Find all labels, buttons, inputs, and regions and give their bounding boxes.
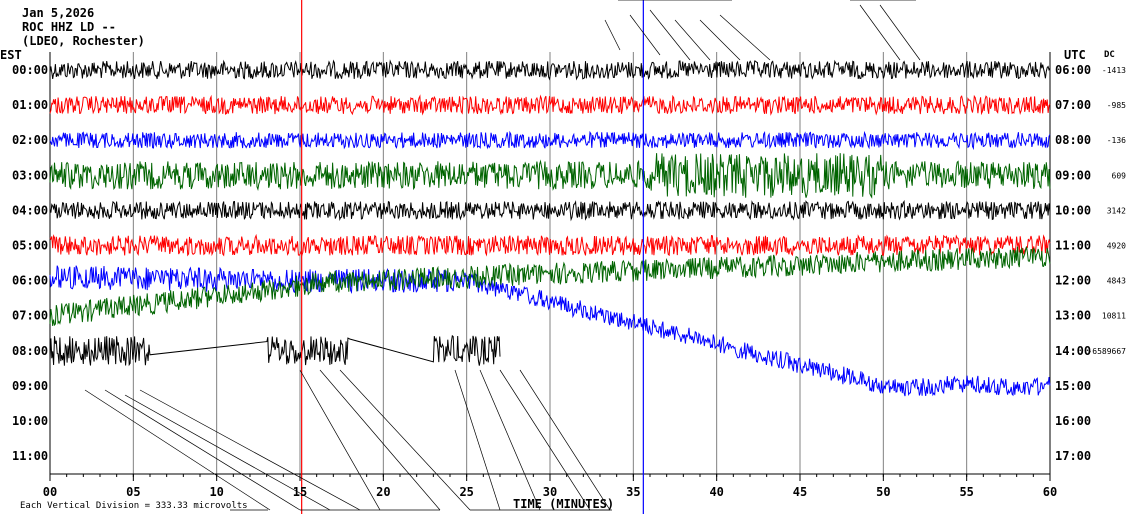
utc-tick-label: 09:00	[1055, 168, 1091, 182]
est-tick-label: 01:00	[12, 98, 48, 112]
leader-line	[299, 369, 381, 511]
trace-row	[49, 94, 1051, 116]
dc-offset-label: -985	[1107, 101, 1126, 110]
utc-tick-label: 10:00	[1055, 203, 1091, 217]
trace-row	[49, 265, 1051, 397]
trace-layer	[49, 59, 1051, 397]
leader-line	[499, 369, 591, 511]
x-tick-label: 10	[209, 485, 223, 499]
right-axis-label: UTC	[1064, 48, 1086, 62]
left-axis-label: EST	[0, 48, 22, 62]
header-date: Jan 5,2026	[22, 6, 94, 20]
utc-tick-label: 07:00	[1055, 98, 1091, 112]
x-tick-label: 30	[543, 485, 557, 499]
utc-tick-label: 12:00	[1055, 274, 1091, 288]
x-tick-label: 25	[459, 485, 473, 499]
dc-offset-label: 609	[1112, 171, 1127, 180]
est-tick-label: 08:00	[12, 344, 48, 358]
leader-line	[604, 19, 621, 51]
est-tick-label: 06:00	[12, 274, 48, 288]
x-tick-label: 45	[793, 485, 807, 499]
leader-line	[629, 14, 661, 56]
leader-line	[124, 394, 331, 511]
x-tick-label: 00	[43, 485, 57, 499]
est-tick-label: 03:00	[12, 168, 48, 182]
trace-row	[49, 199, 1051, 222]
leader-lines	[84, 0, 921, 511]
utc-tick-label: 17:00	[1055, 449, 1091, 463]
header-network: (LDEO, Rochester)	[22, 34, 145, 48]
utc-tick-label: 15:00	[1055, 379, 1091, 393]
leader-line	[649, 9, 691, 61]
est-tick-label: 07:00	[12, 309, 48, 323]
trace-row	[49, 246, 1051, 327]
dc-offset-label: 3142	[1107, 206, 1126, 215]
scale-note: Each Vertical Division = 333.33 microvol…	[20, 501, 248, 511]
leader-line	[859, 4, 901, 61]
leader-line	[479, 369, 541, 511]
dc-offset-label: 10811	[1102, 312, 1126, 321]
x-tick-label: 15	[293, 485, 307, 499]
time-markers	[301, 0, 644, 514]
leader-line	[139, 389, 361, 511]
dc-offset-label: -6589667	[1087, 347, 1126, 356]
x-tick-label: 40	[709, 485, 723, 499]
dc-offset-label: -1413	[1102, 66, 1126, 75]
trace-row	[49, 59, 1051, 81]
x-tick-label: 20	[376, 485, 390, 499]
header-station: ROC HHZ LD --	[22, 20, 116, 34]
x-tick-label: 50	[876, 485, 890, 499]
leader-line	[519, 369, 611, 511]
leader-line	[319, 369, 441, 511]
leader-line	[674, 19, 711, 61]
trace-row	[49, 233, 1051, 257]
leader-line	[84, 389, 271, 511]
x-tick-label: 60	[1043, 485, 1057, 499]
leader-line	[454, 369, 501, 511]
leader-line	[879, 4, 921, 61]
dc-label: DC	[1104, 50, 1115, 60]
dc-offset-label: 4843	[1107, 277, 1126, 286]
utc-tick-label: 13:00	[1055, 309, 1091, 323]
leader-line	[699, 19, 741, 61]
utc-tick-label: 06:00	[1055, 63, 1091, 77]
trace-row	[49, 334, 501, 367]
dc-offset-label: 4920	[1107, 242, 1126, 251]
leader-line	[104, 389, 301, 511]
x-axis-title: TIME (MINUTES)	[513, 497, 614, 511]
trace-row	[49, 130, 1051, 151]
leader-line	[719, 14, 771, 61]
trace-row	[49, 153, 1051, 199]
x-tick-label: 35	[626, 485, 640, 499]
x-tick-label: 05	[126, 485, 140, 499]
est-tick-label: 02:00	[12, 133, 48, 147]
utc-tick-label: 11:00	[1055, 239, 1091, 253]
est-tick-label: 09:00	[12, 379, 48, 393]
utc-tick-label: 16:00	[1055, 414, 1091, 428]
dc-offset-label: -136	[1107, 136, 1126, 145]
utc-tick-label: 08:00	[1055, 133, 1091, 147]
utc-tick-label: 14:00	[1055, 344, 1091, 358]
est-tick-label: 11:00	[12, 449, 48, 463]
est-tick-label: 00:00	[12, 63, 48, 77]
est-tick-label: 05:00	[12, 239, 48, 253]
axis-labels: 00:00 06:00 -1413 01:00 07:00 -985 02:00 08:00 -…	[12, 63, 1126, 499]
leader-line	[339, 369, 471, 511]
est-tick-label: 04:00	[12, 203, 48, 217]
est-tick-label: 10:00	[12, 414, 48, 428]
x-tick-label: 55	[959, 485, 973, 499]
